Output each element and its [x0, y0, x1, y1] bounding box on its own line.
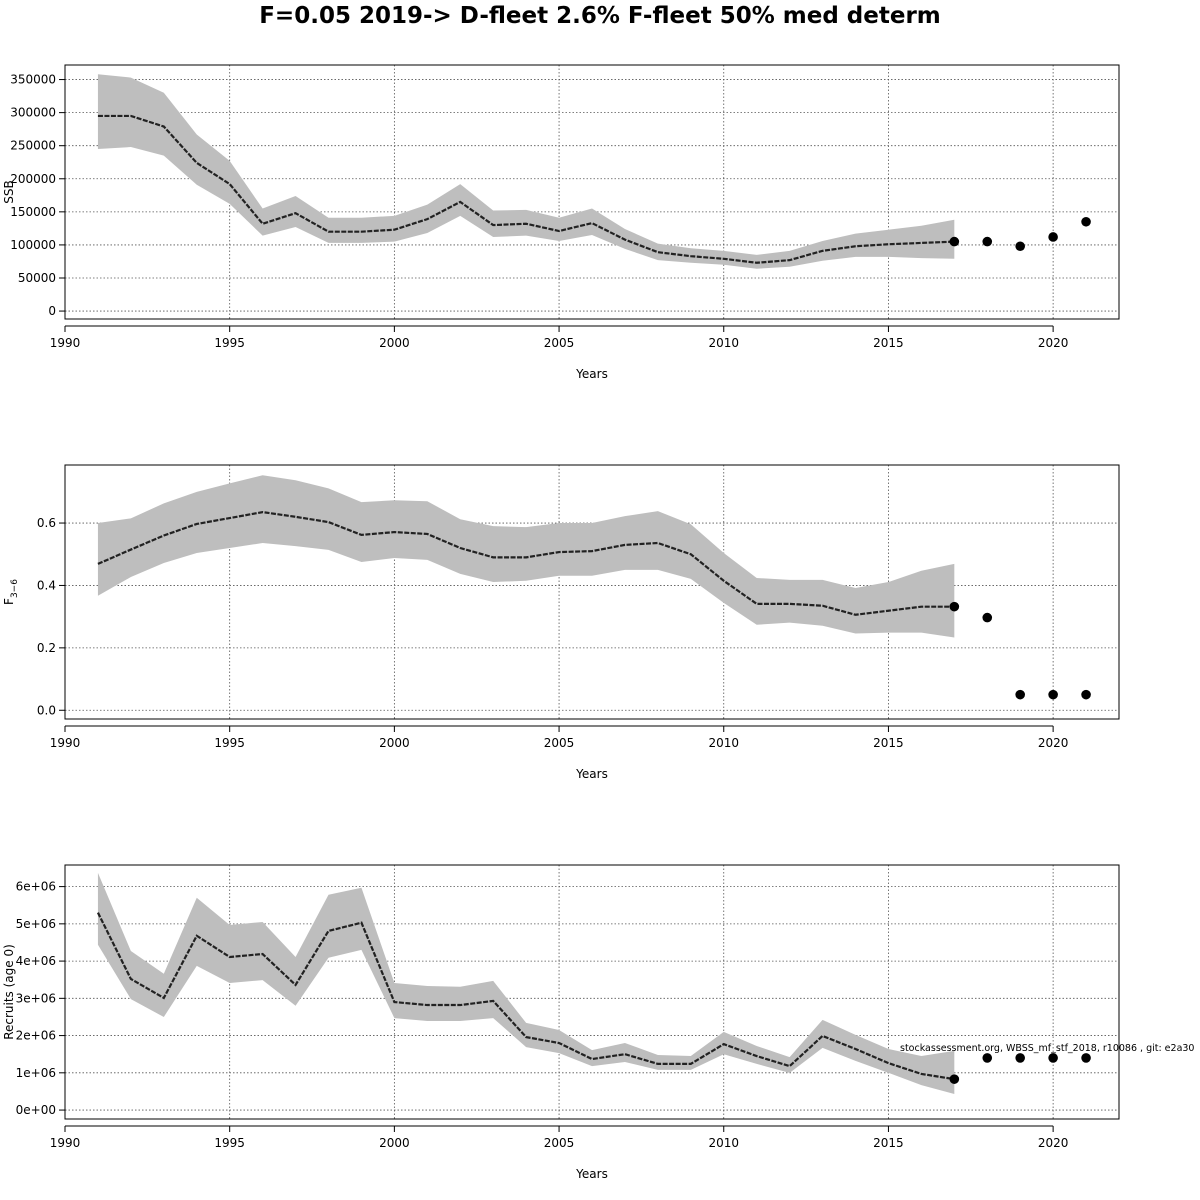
- forecast-point: [1048, 1053, 1058, 1063]
- x-tick-label: 2010: [708, 1136, 739, 1150]
- x-tick-label: 2000: [379, 1136, 410, 1150]
- forecast-point: [1015, 241, 1025, 252]
- x-tick-label: 2020: [1038, 1136, 1069, 1150]
- y-tick-label: 350000: [10, 73, 56, 87]
- x-tick-label: 2000: [379, 336, 410, 350]
- chart-title: F=0.05 2019-> D-fleet 2.6% F-fleet 50% m…: [259, 3, 941, 29]
- panel-2: 1990 1995 2000 2005 2010 2015 2020 Years 0.0 0.2 0…: [2, 464, 1120, 781]
- y-axis-label: Recruits (age 0): [2, 944, 16, 1040]
- forecast-point: [949, 601, 960, 612]
- forecast-point: [1015, 1053, 1025, 1063]
- forecast-point: [982, 612, 993, 623]
- x-tick-label: 2005: [544, 736, 575, 750]
- x-tick-label: 2000: [379, 736, 410, 750]
- forecast-point: [1081, 216, 1091, 227]
- plot-frame: [64, 464, 1120, 720]
- x-tick-label: 1990: [50, 336, 81, 350]
- y-tick-label: 200000: [10, 172, 56, 186]
- estimate-line: [96, 912, 955, 1081]
- y-tick-label: 0e+00: [16, 1103, 56, 1117]
- x-tick-label: 1995: [214, 1136, 245, 1150]
- y-tick-label: 6e+06: [16, 880, 56, 894]
- x-tick-label: 2015: [873, 1136, 904, 1150]
- x-tick-label: 1990: [50, 1136, 81, 1150]
- panel-1: 1990 1995 2000 2005 2010 2015 2020 Years 0 50000 1…: [2, 64, 1120, 381]
- x-tick-label: 2020: [1038, 336, 1069, 350]
- y-tick-label: 1e+06: [16, 1066, 56, 1080]
- x-axis-label: Years: [575, 767, 608, 781]
- y-axis-label: F3−6: [2, 579, 20, 605]
- y-axis-label-main: F: [2, 598, 16, 605]
- forecast-point: [982, 236, 993, 247]
- y-tick-label: 0.2: [37, 641, 56, 655]
- y-tick-label: 100000: [10, 238, 56, 252]
- forecast-point: [1015, 689, 1025, 700]
- confidence-band: [97, 872, 955, 1095]
- forecast-point: [1081, 1053, 1091, 1063]
- y-tick-label: 0.0: [37, 703, 56, 717]
- y-tick-label: 50000: [18, 271, 56, 285]
- x-axis-label: Years: [575, 1167, 608, 1181]
- estimate-line: [97, 114, 955, 264]
- y-tick-label: 300000: [10, 106, 56, 120]
- x-axis-label: Years: [575, 367, 608, 381]
- forecast-point: [982, 1053, 993, 1063]
- y-tick-label: 3e+06: [16, 991, 56, 1005]
- y-tick-label: 150000: [10, 205, 56, 219]
- x-tick-label: 2010: [708, 336, 739, 350]
- y-tick-label: 0: [48, 304, 56, 318]
- y-tick-label: 5e+06: [16, 917, 56, 931]
- y-tick-label: 0.4: [37, 578, 56, 592]
- forecast-point: [949, 1074, 960, 1084]
- x-tick-label: 2010: [708, 736, 739, 750]
- y-tick-label: 4e+06: [16, 954, 56, 968]
- x-tick-label: 2005: [544, 336, 575, 350]
- footnote: stockassessment.org, WBSS_mf_stf_2018, r…: [900, 1043, 1194, 1054]
- x-tick-label: 2020: [1038, 736, 1069, 750]
- y-tick-label: 250000: [10, 139, 56, 153]
- estimate-line: [97, 511, 955, 616]
- y-axis-label: SSB: [2, 180, 16, 203]
- x-tick-label: 2015: [873, 736, 904, 750]
- y-axis-label-subscript: 3−6: [10, 579, 20, 598]
- panel-3: 1990 1995 2000 2005 2010 2015 2020 Years 0e+00 1e…: [2, 864, 1120, 1181]
- x-tick-label: 1990: [50, 736, 81, 750]
- y-tick-label: 0.6: [37, 516, 56, 530]
- x-tick-label: 2005: [544, 1136, 575, 1150]
- forecast-point: [1081, 689, 1091, 700]
- x-tick-label: 2015: [873, 336, 904, 350]
- plot-frame: [64, 864, 1120, 1120]
- y-tick-label: 2e+06: [16, 1029, 56, 1043]
- confidence-band: [97, 74, 955, 269]
- forecast-point: [1048, 689, 1058, 700]
- forecast-point: [1048, 232, 1058, 242]
- forecast-point: [949, 236, 960, 247]
- plot-frame: [64, 64, 1120, 320]
- x-tick-label: 1995: [214, 336, 245, 350]
- x-tick-label: 1995: [214, 736, 245, 750]
